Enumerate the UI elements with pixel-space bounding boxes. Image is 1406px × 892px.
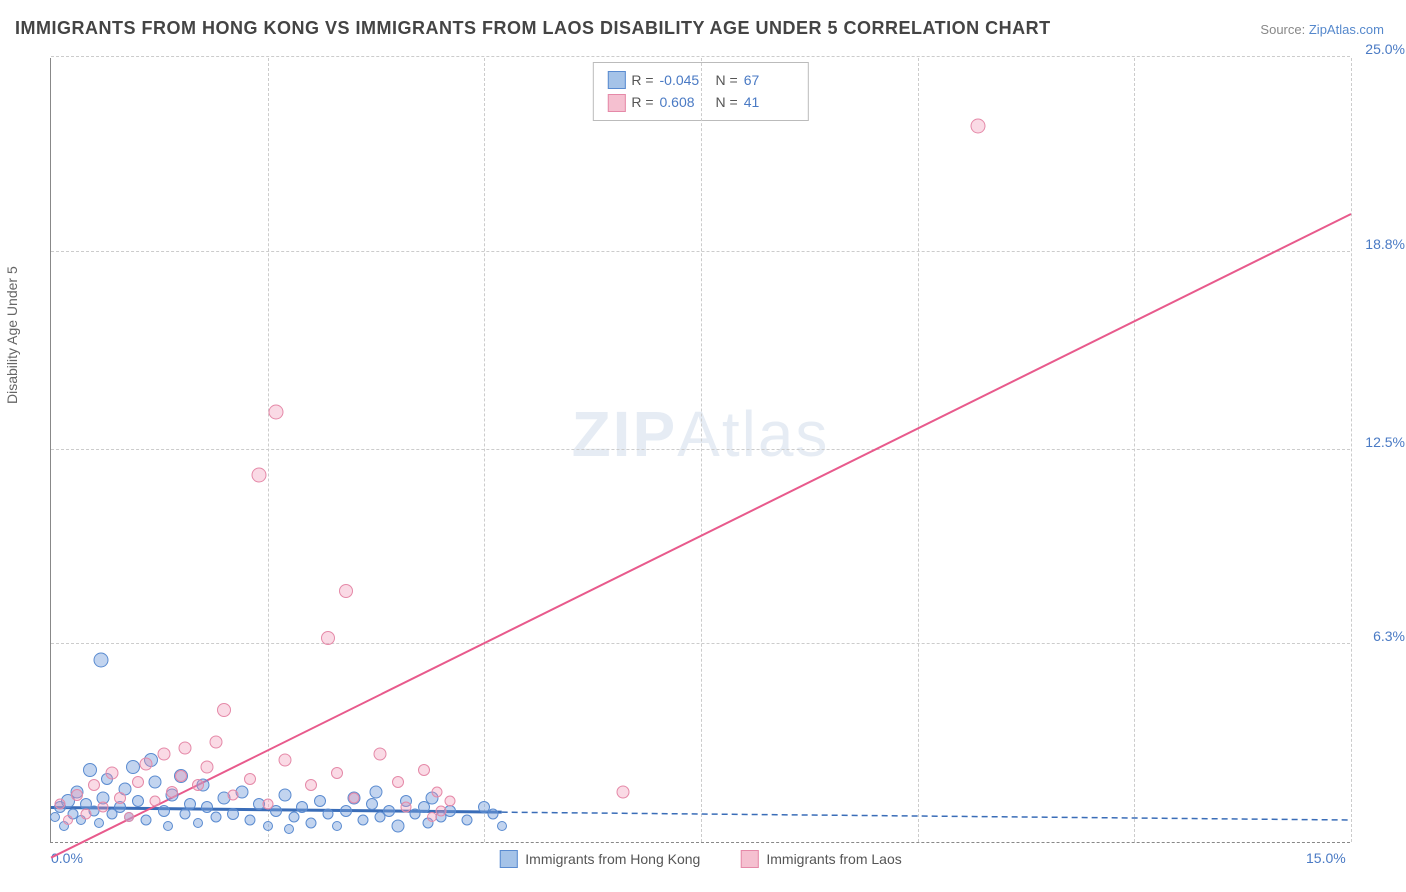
y-axis-label: Disability Age Under 5 [4, 266, 20, 404]
data-point-hongkong [158, 805, 170, 817]
legend-swatch [740, 850, 758, 868]
data-point-laos [217, 703, 231, 717]
data-point-laos [349, 793, 360, 804]
data-point-laos [175, 770, 187, 782]
data-point-laos [305, 779, 317, 791]
data-point-hongkong [94, 818, 104, 828]
data-point-laos [140, 757, 153, 770]
data-point-hongkong [288, 811, 299, 822]
data-point-laos [252, 467, 267, 482]
data-point-hongkong [94, 652, 109, 667]
grid-line-vertical [1351, 58, 1352, 842]
data-point-hongkong [227, 808, 239, 820]
data-point-hongkong [358, 815, 369, 826]
data-point-laos [63, 815, 73, 825]
data-point-hongkong [383, 805, 395, 817]
data-point-laos [331, 767, 343, 779]
data-point-hongkong [193, 818, 203, 828]
y-tick-label: 18.8% [1365, 236, 1405, 252]
data-point-laos [228, 789, 239, 800]
legend: Immigrants from Hong Kong Immigrants from… [499, 850, 901, 868]
x-tick-label: 15.0% [1306, 850, 1346, 866]
legend-item: Immigrants from Hong Kong [499, 850, 700, 868]
data-point-laos [105, 766, 118, 779]
data-point-laos [431, 786, 442, 797]
trend-line-hongkong-extrapolated [502, 812, 1351, 820]
legend-label: Immigrants from Laos [766, 851, 901, 867]
data-point-hongkong [332, 821, 342, 831]
data-point-hongkong [370, 785, 383, 798]
data-point-laos [269, 404, 284, 419]
data-point-hongkong [391, 820, 404, 833]
y-tick-label: 25.0% [1365, 41, 1405, 57]
data-point-hongkong [149, 776, 162, 789]
data-point-laos [244, 773, 256, 785]
data-point-laos [392, 776, 404, 788]
data-point-laos [418, 764, 430, 776]
data-point-laos [192, 779, 204, 791]
data-point-laos [617, 785, 630, 798]
data-point-laos [98, 802, 109, 813]
data-point-laos [124, 812, 134, 822]
data-point-laos [201, 760, 214, 773]
legend-swatch [499, 850, 517, 868]
data-point-laos [157, 748, 170, 761]
data-point-laos [971, 119, 986, 134]
data-point-hongkong [263, 821, 273, 831]
data-point-laos [339, 584, 353, 598]
data-point-hongkong [340, 805, 352, 817]
data-point-laos [179, 741, 192, 754]
trend-line-laos [51, 214, 1351, 858]
data-point-laos [321, 631, 335, 645]
data-point-laos [401, 802, 412, 813]
data-point-laos [209, 735, 222, 748]
data-point-hongkong [366, 798, 378, 810]
data-point-hongkong [306, 818, 317, 829]
data-point-hongkong [314, 795, 326, 807]
data-point-laos [132, 776, 144, 788]
data-point-hongkong [488, 808, 499, 819]
data-point-hongkong [279, 788, 292, 801]
source-attribution: Source: ZipAtlas.com [1260, 22, 1384, 37]
data-point-hongkong [210, 811, 221, 822]
data-point-laos [436, 805, 447, 816]
data-point-laos [88, 779, 100, 791]
chart-title: IMMIGRANTS FROM HONG KONG VS IMMIGRANTS … [15, 18, 1051, 39]
data-point-hongkong [245, 815, 256, 826]
data-point-laos [444, 796, 455, 807]
data-point-hongkong [184, 798, 196, 810]
x-tick-label: 0.0% [51, 850, 83, 866]
data-point-laos [262, 799, 273, 810]
data-point-hongkong [497, 821, 507, 831]
legend-item: Immigrants from Laos [740, 850, 901, 868]
source-link[interactable]: ZipAtlas.com [1309, 22, 1384, 37]
data-point-laos [166, 786, 178, 798]
data-point-hongkong [141, 815, 152, 826]
data-point-laos [374, 748, 387, 761]
trend-lines-layer [51, 57, 1351, 842]
data-point-laos [279, 754, 292, 767]
data-point-hongkong [462, 815, 473, 826]
data-point-hongkong [323, 808, 334, 819]
data-point-laos [54, 799, 65, 810]
data-point-hongkong [163, 821, 173, 831]
data-point-hongkong [132, 795, 144, 807]
y-tick-label: 6.3% [1373, 628, 1405, 644]
data-point-laos [80, 808, 91, 819]
scatter-plot: ZIPAtlas R = -0.045 N = 67 R = 0.608 N =… [50, 58, 1350, 843]
y-tick-label: 12.5% [1365, 434, 1405, 450]
data-point-laos [150, 796, 161, 807]
legend-label: Immigrants from Hong Kong [525, 851, 700, 867]
data-point-hongkong [284, 824, 294, 834]
data-point-hongkong [126, 760, 140, 774]
data-point-hongkong [296, 801, 308, 813]
data-point-hongkong [83, 763, 97, 777]
data-point-laos [71, 789, 83, 801]
data-point-laos [114, 792, 126, 804]
